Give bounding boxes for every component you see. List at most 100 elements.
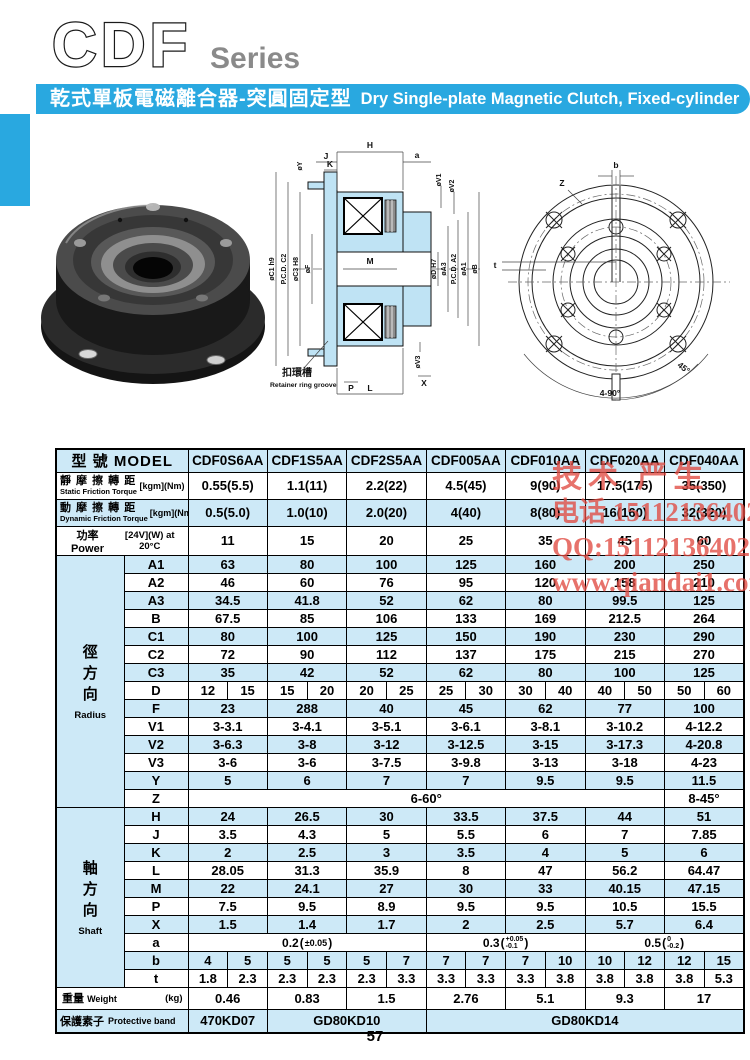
side-tab	[0, 114, 30, 206]
spec-value: 1.0(10)	[266, 498, 348, 527]
dim-row-H: 軸方向 Shaft H 24 26.5 30 33.5 37.5 44 51	[55, 806, 745, 988]
dim-value: 270	[663, 644, 745, 664]
dim-value: 60	[266, 572, 348, 592]
dim-value: 77	[584, 698, 665, 718]
dim-x: X	[421, 378, 427, 388]
model-name: CDF2S5AA	[346, 448, 427, 473]
section-labels: H J K øY a øV1 øV2 øC1 h9 P.C.D. C2 øC3 …	[269, 140, 479, 393]
spec-row: 靜 摩 擦 轉 距 Static Friction Torque [kgm](Nm)…	[55, 471, 745, 500]
dim-value: 31.3	[266, 860, 348, 880]
dim-row-A3: A3 34.5 41.8 52 62 80 99.5 125	[56, 590, 745, 610]
dim-value: 8	[425, 860, 507, 880]
dim-value: 3-12	[346, 734, 427, 754]
dim-a2: P.C.D. A2	[451, 254, 458, 284]
dim-label: V3	[123, 752, 189, 772]
dim-value: 3	[346, 842, 427, 862]
dim-row-M: M 22 24.1 27 30 33 40.15 47.15	[56, 878, 745, 898]
dim-value: 0.5(0 -0.2)	[584, 932, 745, 952]
dim-value: 100	[663, 698, 745, 718]
model-name: CDF040AA	[663, 448, 745, 473]
banner: 乾式單板電磁離合器-突圓固定型 Dry Single-plate Magneti…	[36, 84, 750, 114]
dim-value: 2.5	[505, 914, 586, 934]
dim-value: 4	[505, 842, 586, 862]
dim-label: L	[123, 860, 189, 880]
dim-value: 4-12.2	[663, 716, 745, 736]
dim-v3: øV3	[415, 355, 422, 368]
dim-value: 7	[425, 770, 507, 790]
dim-value: 35	[187, 662, 268, 682]
product-photo	[36, 148, 272, 400]
spec-value: 17.5(175)	[584, 471, 665, 500]
dim-value: 7	[425, 950, 467, 970]
banner-title-zh: 乾式單板電磁離合器-突圓固定型	[50, 88, 352, 110]
dim-value: 51	[663, 806, 745, 826]
dim-row-C1: C1 80 100 125 150 190 230 290	[56, 626, 745, 646]
dim-label: Z	[123, 788, 189, 808]
dim-value: 5.7	[584, 914, 665, 934]
spec-value: 2.0(20)	[346, 498, 427, 527]
dim-value: 30	[465, 680, 507, 700]
dim-row-F: F 23 288 40 45 62 77 100	[56, 698, 745, 718]
spec-table-body: 型 號 MODEL CDF0S6AA CDF1S5AA CDF2S5AA CDF005A…	[55, 448, 745, 1034]
power-value: 20	[346, 525, 427, 556]
dim-value: 62	[425, 662, 507, 682]
dim-value: 3-7.5	[346, 752, 427, 772]
dim-label: M	[123, 878, 189, 898]
dim-value: 30	[505, 680, 546, 700]
front-shapes	[502, 170, 730, 401]
dim-value: 12	[624, 950, 665, 970]
dim-value: 9.5	[425, 896, 507, 916]
weight-label: 重量 Weight (kg)	[55, 986, 189, 1010]
dim-value: 40.15	[584, 878, 665, 898]
dim-k: K	[327, 159, 334, 169]
dim-value: 72	[187, 644, 268, 664]
dim-value: 5	[227, 950, 268, 970]
dim-a1: øA1	[461, 262, 468, 275]
dim-l: L	[367, 383, 372, 393]
series-subtitle: Series	[210, 42, 300, 75]
dim-value: 169	[505, 608, 586, 628]
dim-value: 85	[266, 608, 348, 628]
dim-value: 100	[584, 662, 665, 682]
dim-value: 175	[505, 644, 586, 664]
dim-value: 4	[187, 950, 229, 970]
dim-value: 1.7	[346, 914, 427, 934]
dim-row-t: t 1.8 2.3 2.3 2.3 2.3 3.3 3.3 3.3 3.3 3.8 3.8 3.8 3.8…	[56, 968, 745, 988]
dim-value: 34.5	[187, 590, 268, 610]
dim-value: 125	[663, 662, 745, 682]
dim-value: 3-6	[187, 752, 268, 772]
dim-value: 63	[187, 554, 268, 574]
dim-value: 25	[386, 680, 427, 700]
dim-row-X: X 1.5 1.4 1.7 2 2.5 5.7 6.4	[56, 914, 745, 934]
dim-h: H	[367, 140, 373, 150]
model-name: CDF005AA	[425, 448, 507, 473]
dim-value: 6	[505, 824, 586, 844]
dim-label: Y	[123, 770, 189, 790]
dim-value: 230	[584, 626, 665, 646]
dim-row-b: b 4 5 5 5 5 7 7 7 7 10 10 12 12 15	[56, 950, 745, 970]
model-header-row: 型 號 MODEL CDF0S6AA CDF1S5AA CDF2S5AA CDF005A…	[55, 448, 745, 473]
dim-value: 8-45°	[663, 788, 745, 808]
power-value: 45	[584, 525, 665, 556]
dim-value: 50	[663, 680, 705, 700]
dim-row-A2: A2 46 60 76 95 120 158 210	[56, 572, 745, 592]
dim-value: 20	[346, 680, 388, 700]
dim-value: 125	[346, 626, 427, 646]
dim-value: 250	[663, 554, 745, 574]
power-value: 60	[663, 525, 745, 556]
dim-value: 64.47	[663, 860, 745, 880]
dim-value: 290	[663, 626, 745, 646]
dim-value: 3-6	[266, 752, 348, 772]
dim-value: 95	[425, 572, 507, 592]
dim-v2: øV2	[449, 179, 456, 192]
spec-value: 32(320)	[663, 498, 745, 527]
dim-value: 8.9	[346, 896, 427, 916]
dim-value: 137	[425, 644, 507, 664]
spec-value: 8(80)	[505, 498, 586, 527]
model-name: CDF020AA	[584, 448, 665, 473]
dim-c3: øC3 H8	[293, 257, 300, 281]
dim-value: 264	[663, 608, 745, 628]
band-value: GD80KD14	[425, 1008, 745, 1034]
dim-value: 133	[425, 608, 507, 628]
dim-value: 2.3	[306, 968, 348, 988]
